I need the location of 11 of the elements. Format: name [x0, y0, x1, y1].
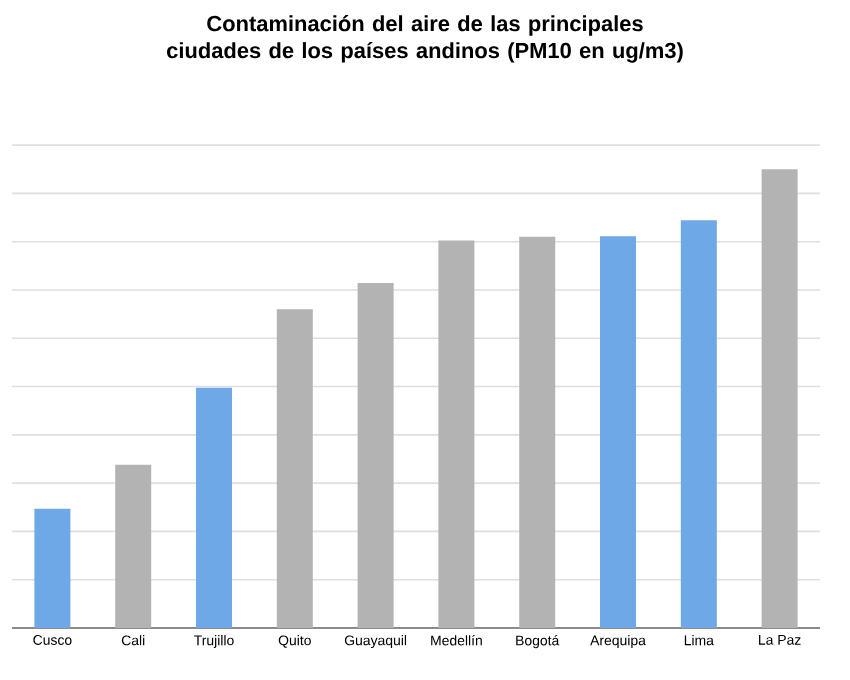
- bar: [115, 464, 152, 628]
- bar: [680, 220, 717, 628]
- bar: [600, 236, 637, 628]
- bar: [761, 169, 798, 628]
- bar: [276, 309, 313, 628]
- chart-title: Contaminación del aire de las principales ciudades de los países andinos (PM10 en ug/m3): [167, 15, 683, 63]
- bar: [196, 387, 233, 628]
- bar: [34, 508, 71, 628]
- bar: [438, 240, 475, 628]
- bar: [357, 283, 394, 628]
- bar: [519, 236, 556, 628]
